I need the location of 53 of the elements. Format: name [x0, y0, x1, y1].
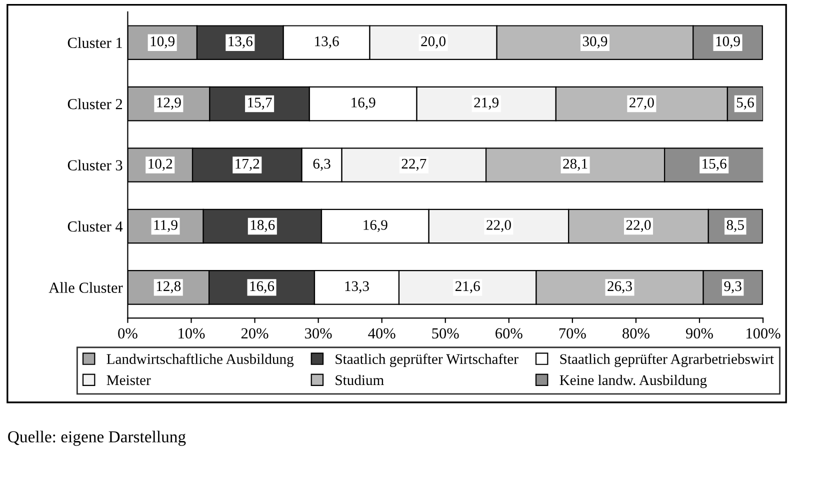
x-tick-label: 60% [496, 328, 522, 339]
data-label: 22,0 [486, 220, 511, 232]
data-label: 13,6 [228, 36, 252, 48]
data-label: 11,9 [154, 220, 178, 232]
data-label: 16,9 [364, 220, 388, 232]
data-label: 26,3 [608, 281, 632, 294]
x-tick-label: 90% [686, 328, 713, 339]
data-label: 13,6 [315, 36, 339, 48]
legend-label: Staatlich geprüfter Agrarbetriebswirt [560, 354, 774, 368]
y-tick-label: Cluster 3 [68, 160, 122, 170]
data-label: 22,7 [402, 158, 426, 171]
x-tick-label: 40% [368, 328, 396, 339]
x-tick-label: 70% [559, 328, 586, 339]
x-tick-label: 100% [746, 328, 780, 339]
x-tick-label: 50% [432, 328, 459, 339]
data-label: 15,7 [248, 98, 272, 110]
data-label: 18,6 [250, 220, 275, 232]
x-tick-label: 80% [622, 328, 650, 339]
data-label: 9,3 [724, 281, 742, 294]
source-note: Quelle: eigene Darstellung [8, 430, 186, 446]
legend-label: Landwirtschaftliche Ausbildung [106, 354, 294, 368]
legend-label: Keine landw. Ausbildung [560, 374, 707, 388]
data-label: 8,5 [726, 220, 744, 232]
data-label: 6,3 [313, 158, 330, 171]
data-label: 21,6 [455, 281, 480, 294]
data-label: 21,9 [474, 98, 499, 110]
data-label: 15,6 [702, 158, 726, 171]
data-label: 27,0 [630, 98, 654, 110]
y-tick-label: Cluster 1 [68, 37, 122, 48]
x-tick-label: 10% [178, 328, 205, 339]
data-label: 12,8 [156, 281, 181, 294]
data-label: 22,0 [626, 220, 651, 232]
legend-label: Meister [106, 375, 151, 386]
data-label: 10,9 [150, 36, 175, 48]
x-tick-label: 20% [241, 328, 268, 339]
data-label: 13,3 [345, 281, 369, 294]
y-tick-label: Cluster 4 [68, 220, 123, 232]
data-label: 10,2 [148, 158, 172, 171]
data-label: 12,9 [157, 98, 181, 110]
data-label: 30,9 [582, 36, 608, 48]
data-label: 20,0 [421, 36, 446, 48]
legend-label: Studium [336, 374, 384, 386]
data-label: 28,1 [563, 158, 588, 171]
y-tick-label: Alle Cluster [48, 282, 123, 293]
y-tick-label: Cluster 2 [68, 98, 122, 110]
data-label: 16,9 [352, 98, 376, 110]
legend-label: Staatlich geprüfter Wirtschafter [336, 354, 518, 368]
x-tick-label: 0% [118, 328, 138, 339]
data-label: 17,2 [236, 158, 260, 171]
data-label: 10,9 [716, 36, 740, 48]
x-tick-label: 30% [305, 328, 332, 339]
data-label: 16,6 [250, 281, 274, 294]
data-label: 5,6 [736, 98, 754, 110]
